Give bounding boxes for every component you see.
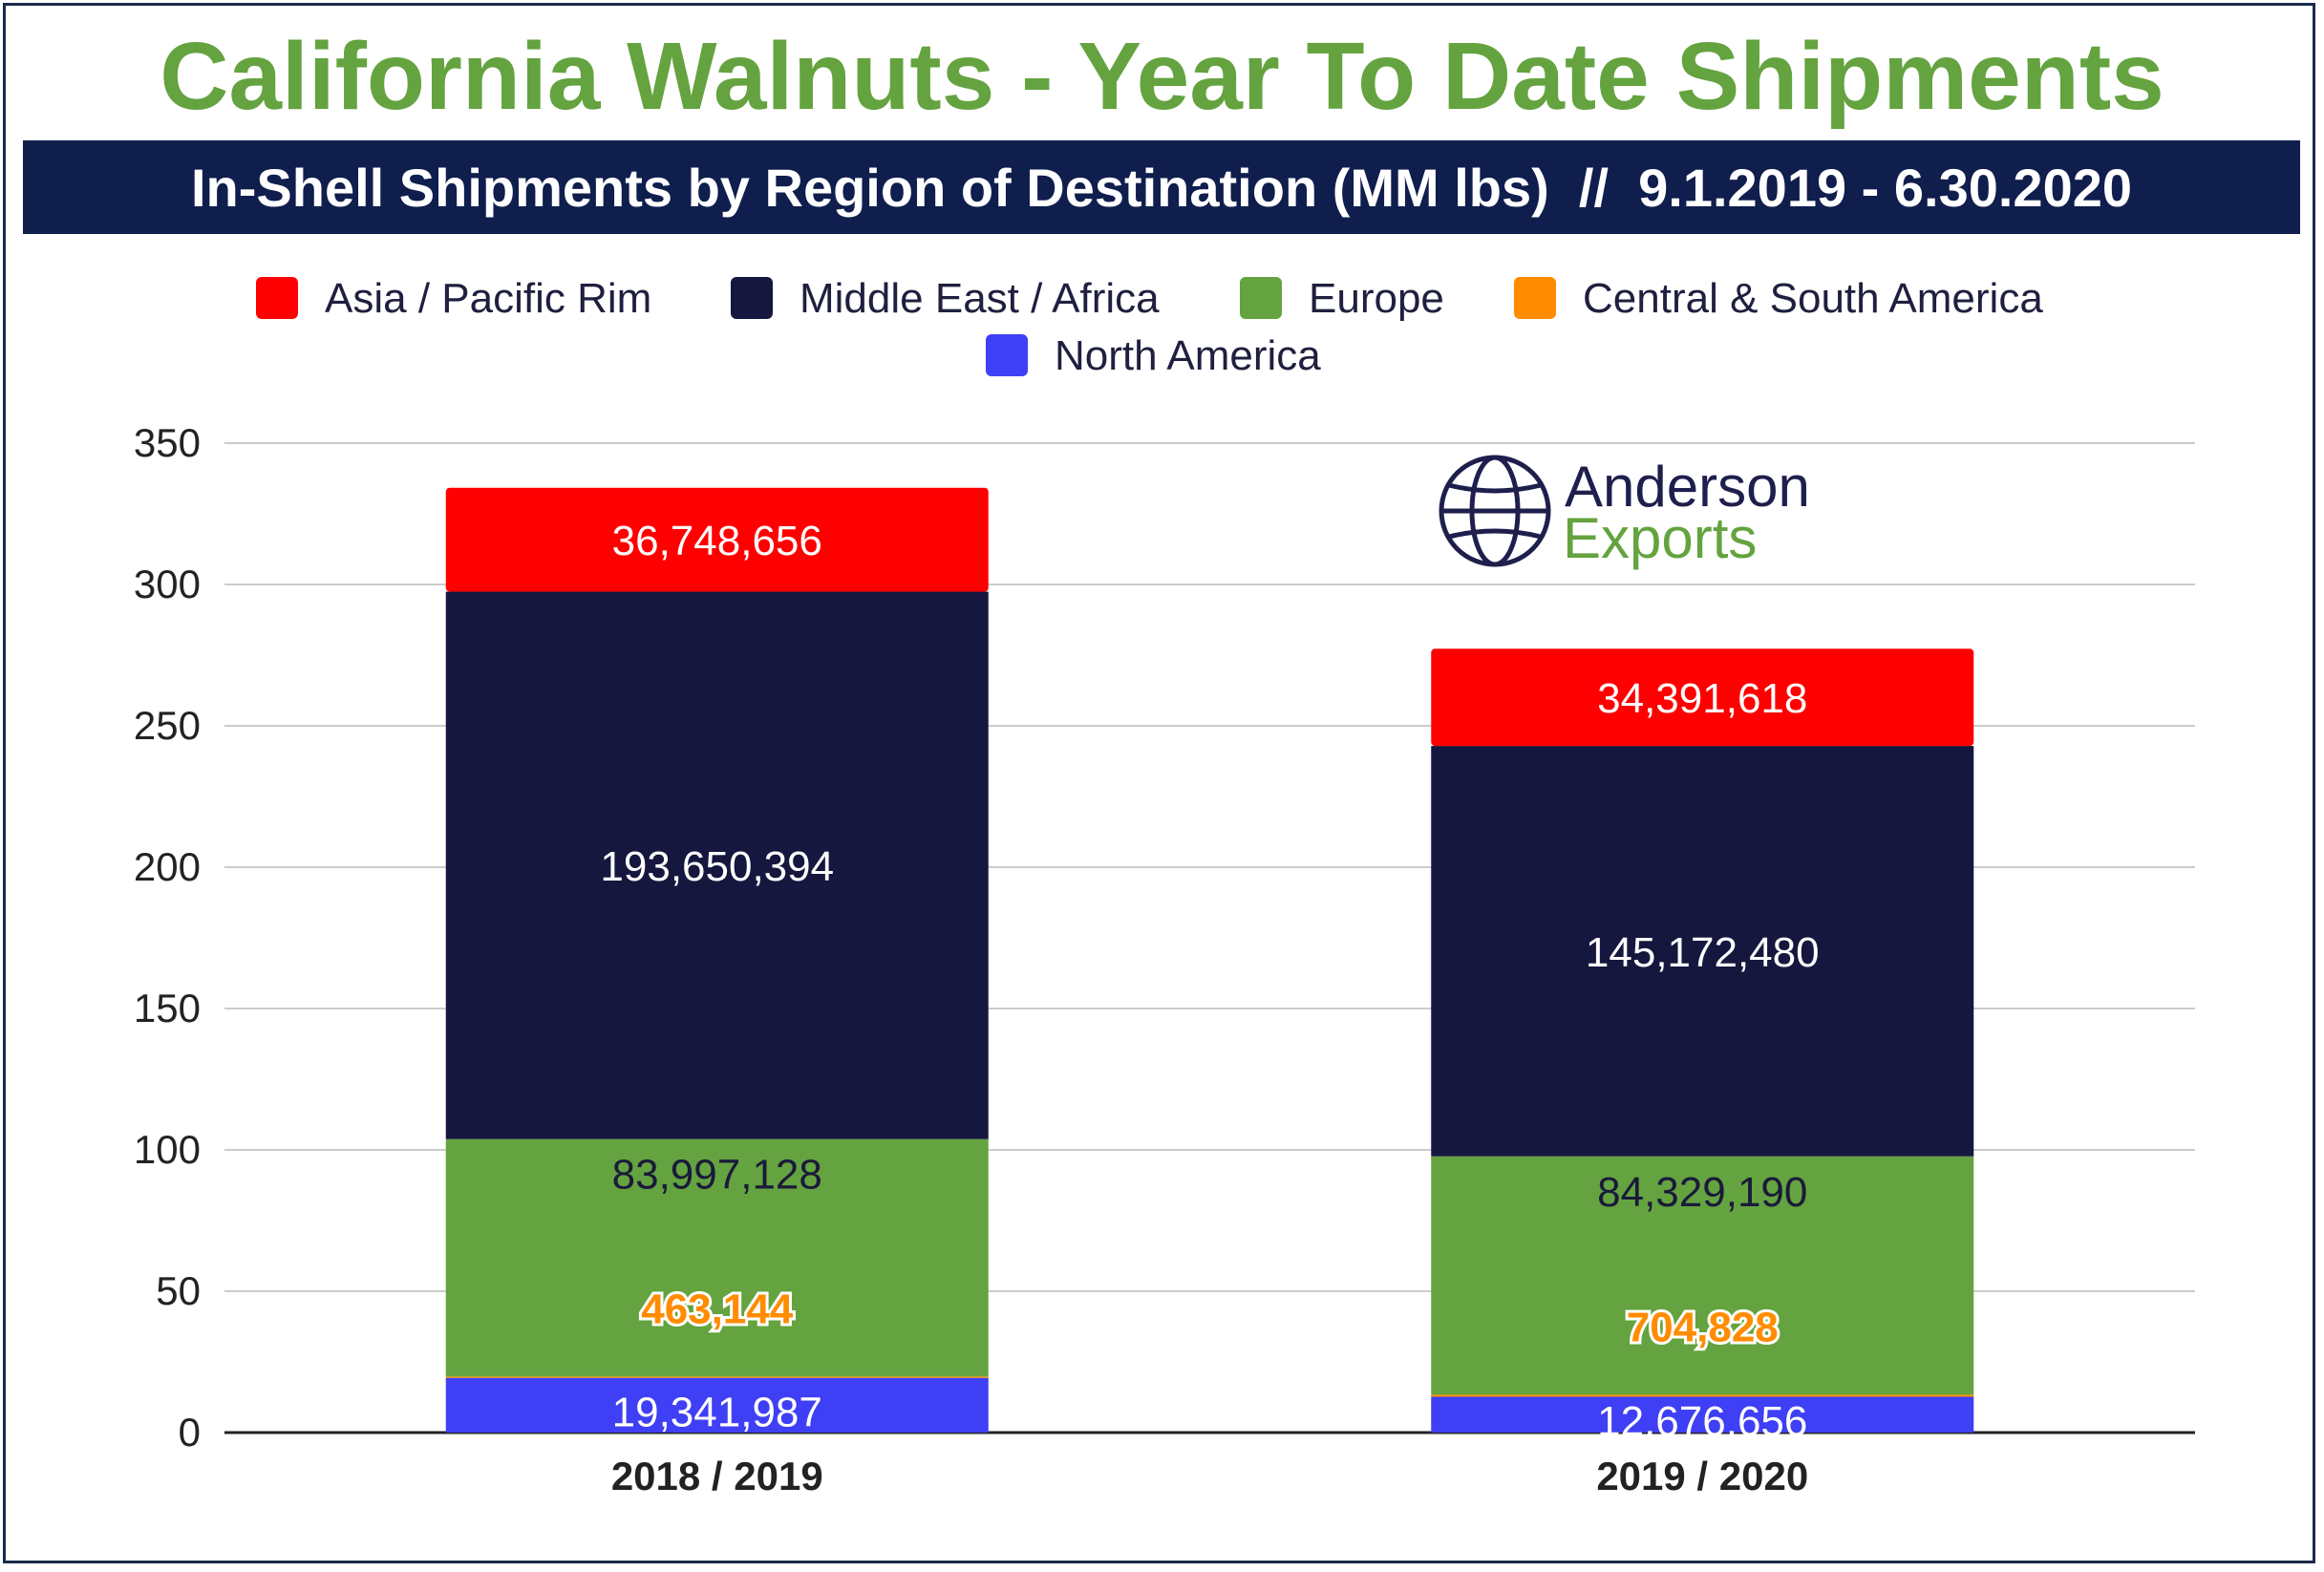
data-label: 463,144: [641, 1285, 794, 1332]
data-label: 36,748,656: [612, 518, 822, 564]
legend-label: Central & South America: [1583, 275, 2043, 322]
legend-swatch: [1514, 277, 1556, 319]
y-tick-label: 250: [134, 703, 201, 748]
x-axis-tick-labels: 2018 / 2019 2019 / 2020: [611, 1454, 1808, 1498]
data-label: 704,828: [1627, 1304, 1779, 1350]
bar-segment: [445, 1377, 989, 1433]
legend-swatch: [1240, 277, 1282, 319]
logo-text-anderson: Anderson: [1565, 455, 1810, 519]
bar-segment: [1431, 1156, 1974, 1395]
chart-subtitle: In-Shell Shipments by Region of Destinat…: [190, 157, 2133, 218]
bar-segment: [445, 487, 989, 592]
bar-segment: [1431, 746, 1974, 1157]
legend-swatch: [256, 277, 298, 319]
bar-segment: [445, 1376, 989, 1378]
legend-label: Middle East / Africa: [800, 275, 1160, 322]
y-tick-label: 50: [156, 1268, 201, 1313]
y-tick-label: 150: [134, 986, 201, 1030]
x-tick-label: 2019 / 2020: [1596, 1454, 1808, 1498]
bar-segment: [1431, 1394, 1974, 1397]
legend-swatch: [731, 277, 773, 319]
legend-label: North America: [1055, 332, 1321, 379]
bar-segment: [1431, 1396, 1974, 1433]
y-tick-label: 100: [134, 1127, 201, 1172]
logo-text-exports: Exports: [1563, 506, 1757, 570]
bar-segment: [445, 591, 989, 1139]
legend-label: Europe: [1309, 275, 1444, 322]
x-tick-label: 2018 / 2019: [611, 1454, 823, 1498]
data-label: 193,650,394: [600, 843, 834, 890]
y-tick-label: 0: [179, 1410, 201, 1455]
data-label: 34,391,618: [1597, 675, 1807, 722]
data-label: 12,676,656: [1597, 1398, 1807, 1445]
data-label: 19,341,987: [612, 1389, 822, 1435]
bar-segment: [445, 1138, 989, 1377]
anderson-exports-logo: Anderson Exports: [1439, 455, 1810, 570]
legend-swatch: [986, 334, 1028, 376]
bar-segment: [1431, 648, 1974, 747]
data-label: 84,329,190: [1597, 1169, 1807, 1216]
data-labels: 19,341,987 463,144 83,997,128 193,650,394 36…: [600, 518, 1819, 1445]
globe-icon: [1439, 455, 1551, 567]
subtitle-banner: In-Shell Shipments by Region of Destinat…: [23, 140, 2300, 234]
y-tick-label: 350: [134, 420, 201, 465]
chart-title: California Walnuts - Year To Date Shipme…: [160, 23, 2164, 130]
data-label: 83,997,128: [612, 1152, 822, 1199]
data-label: 145,172,480: [1586, 929, 1820, 976]
legend: Asia / Pacific Rim Middle East / Africa Eu…: [256, 275, 2043, 379]
y-tick-label: 300: [134, 562, 201, 606]
y-axis-tick-labels: 0 50 100 150 200 250 300 350: [134, 420, 201, 1455]
y-tick-label: 200: [134, 844, 201, 889]
legend-label: Asia / Pacific Rim: [325, 275, 651, 322]
bars: [445, 487, 1974, 1433]
